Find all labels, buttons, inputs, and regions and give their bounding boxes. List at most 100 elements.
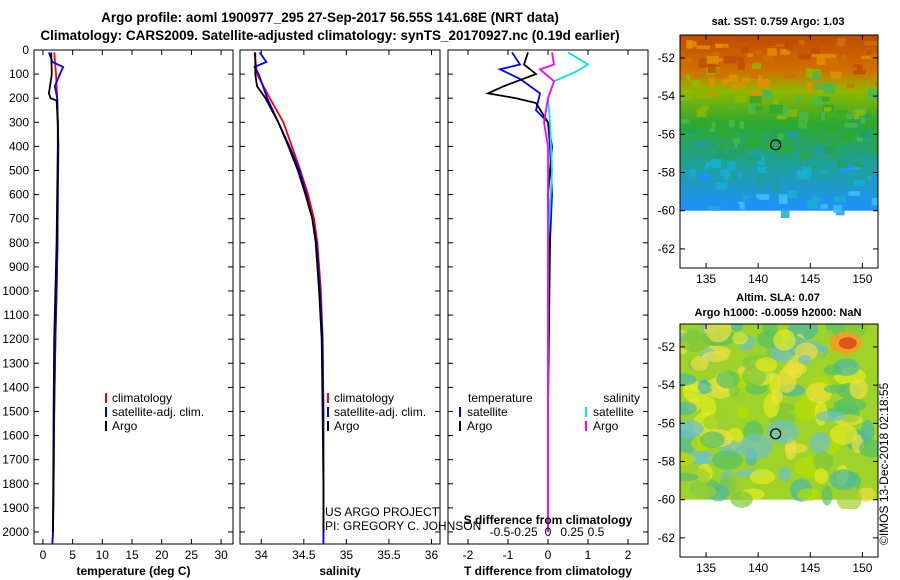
sst-cell [857, 134, 863, 142]
sst-cell [769, 164, 783, 173]
sst-cell [850, 176, 855, 187]
sst-cell [709, 92, 717, 97]
y-tick-label: 1100 [3, 308, 29, 322]
sst-cell [796, 151, 801, 155]
sst-cell [702, 121, 712, 129]
sst-cell [853, 64, 866, 75]
sst-cell [729, 119, 735, 128]
sla-cell [698, 379, 710, 395]
legend-title-salinity: salinity [603, 391, 640, 405]
sst-cell [827, 58, 839, 68]
sst-cell [809, 36, 816, 42]
x-tick-label: 15 [125, 548, 139, 562]
x-tick-label: 30 [214, 548, 228, 562]
y-tick-label: 1500 [2, 404, 29, 418]
sst-cell [773, 129, 779, 138]
sst-cell [741, 46, 749, 54]
sst-cell [767, 37, 776, 46]
x-tick-label: 25 [185, 548, 199, 562]
sst-cell [852, 179, 865, 186]
sst-cell [851, 111, 856, 116]
sst-cell [838, 169, 850, 173]
sst-cell [778, 194, 788, 205]
sst-cell [750, 105, 764, 111]
sst-cell [703, 68, 709, 73]
y-tick-label: -60 [658, 493, 676, 507]
sst-cell [717, 149, 723, 157]
sst-cell [874, 81, 878, 87]
map-frame [679, 323, 879, 558]
secondary-x-tick-label: 0 [545, 525, 552, 539]
y-tick-label: 1700 [2, 453, 29, 467]
sst-cell [743, 195, 751, 200]
sst-cell [787, 132, 799, 143]
sst-cell [730, 143, 736, 149]
sst-cell [745, 198, 760, 202]
legend-label: satellite-adj. clim. [334, 405, 426, 419]
x-axis-label: temperature (deg C) [76, 564, 190, 578]
sst-cell [769, 105, 783, 114]
sst-cell [811, 54, 824, 58]
sst-cell [709, 118, 719, 124]
sst-cell [752, 63, 762, 69]
sst-cell [720, 169, 730, 177]
sst-cell [837, 37, 846, 47]
sst-cell [726, 153, 737, 160]
sst-cell [848, 191, 861, 196]
x-tick-label: 2 [625, 548, 632, 562]
imos-stamp: ©IMOS 13-Dec-2018 02:18:55 [877, 382, 891, 545]
x-tick-label: 135 [696, 272, 716, 286]
sla-cell [729, 324, 744, 332]
sst-cell [812, 71, 820, 80]
sst-cell [789, 39, 798, 44]
sla-cell [700, 431, 725, 449]
sst-cell [689, 169, 696, 177]
sst-cell [855, 95, 863, 99]
sst-cell [680, 90, 693, 101]
sst-cell [776, 107, 791, 116]
sst-cell [823, 83, 833, 93]
y-tick-label: 900 [9, 260, 29, 274]
sst-cell [684, 129, 697, 134]
sla-cell [833, 398, 867, 412]
x-tick-label: 0 [545, 548, 552, 562]
y-tick-label: 200 [9, 91, 29, 105]
sst-cell [867, 176, 873, 181]
legend-label: Argo [593, 419, 619, 433]
sla-cell [680, 473, 699, 482]
sst-cell [816, 55, 826, 66]
sst-cell [736, 35, 748, 41]
sst-cell [799, 39, 805, 45]
sla-cell [797, 355, 812, 365]
sst-title: sat. SST: 0.759 Argo: 1.03 [712, 16, 845, 28]
sst-cell [864, 40, 878, 46]
sst-cell [685, 122, 696, 126]
sst-cell [771, 187, 781, 193]
x-axis-label: T difference from climatology [464, 564, 632, 578]
sst-cell [719, 127, 724, 138]
y-tick-label: 0 [22, 43, 29, 57]
sst-cell [733, 203, 740, 211]
sla-title: Altim. SLA: 0.07 [736, 292, 820, 304]
x-tick-label: 1 [585, 548, 592, 562]
legend-label: Argo [467, 419, 493, 433]
x-tick-label: 36 [425, 548, 439, 562]
series-salinity-argo [538, 52, 556, 532]
chart-title: Argo profile: aoml 1900977_295 27-Sep-20… [101, 10, 559, 25]
sla-field [680, 324, 878, 509]
sst-cell [749, 91, 763, 99]
sla-cell [842, 414, 860, 423]
sst-cell [833, 196, 846, 203]
sst-cell [708, 77, 715, 87]
sst-cell [729, 172, 740, 179]
secondary-x-tick-label: -0.25 [510, 525, 538, 539]
legend-label: satellite-adj. clim. [112, 405, 204, 419]
sst-cell [687, 41, 697, 47]
sst-cell [741, 143, 752, 149]
sst-cell [820, 197, 826, 204]
sst-cell [707, 63, 716, 73]
sst-cell [859, 129, 867, 137]
sst-cell [817, 96, 830, 102]
sla-cell [857, 487, 876, 502]
sst-cell [868, 88, 878, 97]
